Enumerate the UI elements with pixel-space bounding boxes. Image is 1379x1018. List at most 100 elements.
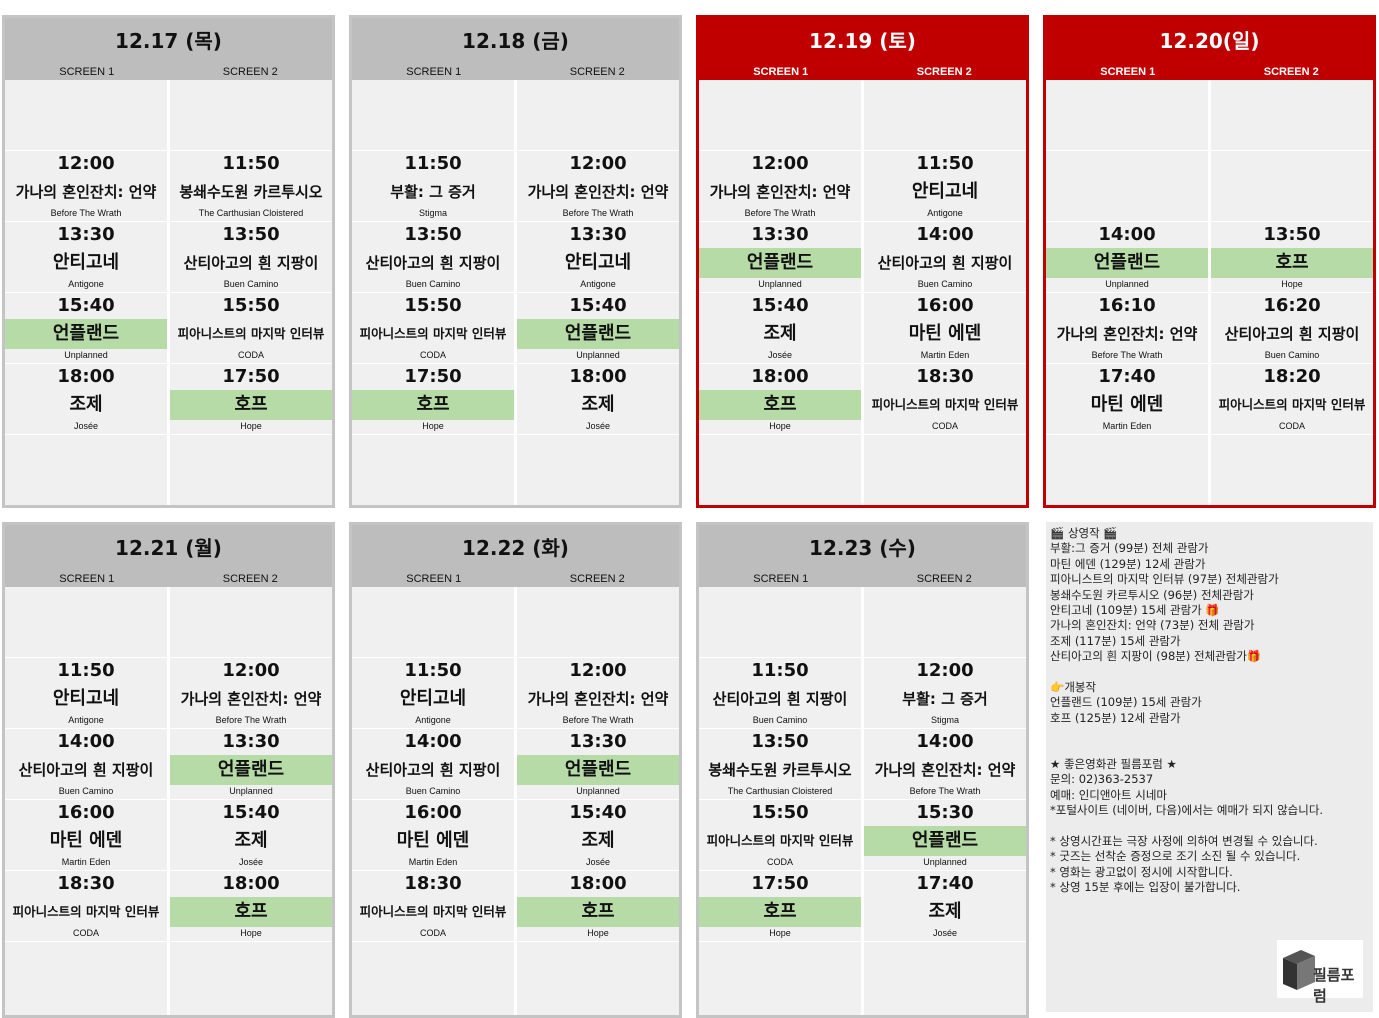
- movie-title: 산티아고의 흰 지팡이: [1224, 325, 1360, 343]
- screening-entry: 13:50 봉쇄수도원 카르투시오 The Carthusian Cloistere…: [699, 729, 861, 800]
- screening-entry: 12:00 가나의 혼인잔치: 언약 Before The Wrath: [5, 151, 167, 222]
- screening-time: 15:50: [222, 295, 280, 316]
- screening-time: 16:00: [916, 295, 974, 316]
- screening-entry: 15:40 조제 Josée: [170, 800, 332, 871]
- screening-time: 12:00: [222, 660, 280, 681]
- movie-title: 안티고네: [399, 688, 467, 709]
- info-line: 🎬 상영작 🎬: [1050, 526, 1118, 540]
- screening-time: 13:50: [222, 224, 280, 245]
- screening-time: 12:00: [916, 660, 974, 681]
- row-divider: [170, 799, 332, 800]
- row-divider: [352, 941, 514, 942]
- movie-original-title: The Carthusian Cloistered: [198, 208, 304, 218]
- movie-title: 봉쇄수도원 카르투시오: [708, 761, 852, 779]
- movie-original-title: Buen Camino: [405, 786, 461, 796]
- screening-time: 16:00: [57, 802, 115, 823]
- movie-original-title: Martin Eden: [1102, 421, 1152, 431]
- row-divider: [5, 221, 167, 222]
- screening-time: 13:30: [569, 731, 627, 752]
- info-line: [1050, 819, 1369, 834]
- row-divider: [170, 870, 332, 871]
- movie-title: 안티고네: [911, 181, 979, 202]
- screening-time: 13:50: [404, 224, 462, 245]
- row-divider: [699, 221, 861, 222]
- movie-original-title: The Carthusian Cloistered: [727, 786, 833, 796]
- screening-entry: 16:00 마틴 에덴 Martin Eden: [352, 800, 514, 871]
- info-line: 문의: 02)363-2537: [1050, 772, 1154, 787]
- screen-2-column: 11:50 봉쇄수도원 카르투시오 The Carthusian Cloistere…: [170, 80, 332, 505]
- screening-time: 15:40: [751, 295, 809, 316]
- row-divider: [1211, 434, 1373, 435]
- screening-time: 14:00: [916, 731, 974, 752]
- day-schedule: 12.20(일) SCREEN 1 SCREEN 2 14:00 언플랜드 Unplann…: [1043, 15, 1376, 508]
- row-divider: [1211, 363, 1373, 364]
- screening-time: 12:00: [569, 660, 627, 681]
- screen-1-column: 12:00 가나의 혼인잔치: 언약 Before The Wrath 13:30 언플…: [699, 80, 861, 505]
- movie-original-title: Buen Camino: [223, 279, 279, 289]
- movie-title: 조제: [69, 394, 103, 415]
- movie-title: 언플랜드: [517, 319, 679, 349]
- day-header: 12.20(일) SCREEN 1 SCREEN 2: [1046, 18, 1373, 80]
- row-divider: [517, 221, 679, 222]
- movie-title: 호프: [699, 897, 861, 927]
- row-divider: [699, 292, 861, 293]
- movie-original-title: Before The Wrath: [1091, 350, 1163, 360]
- screening-time: 16:00: [404, 802, 462, 823]
- movie-original-title: CODA: [1278, 421, 1305, 431]
- screening-entry: 13:50 산티아고의 흰 지팡이 Buen Camino: [170, 222, 332, 293]
- screening-entry: 14:00 산티아고의 흰 지팡이 Buen Camino: [352, 729, 514, 800]
- screen-2-column: 12:00 가나의 혼인잔치: 언약 Before The Wrath 13:30 안티…: [517, 80, 679, 505]
- screening-time: 13:30: [57, 224, 115, 245]
- movie-original-title: Antigone: [68, 279, 104, 289]
- movie-original-title: CODA: [931, 421, 958, 431]
- movie-original-title: Hope: [240, 421, 262, 431]
- screening-entry: 18:00 조제 Josée: [5, 364, 167, 435]
- movie-title: 산티아고의 흰 지팡이: [183, 254, 319, 272]
- screening-entry: 11:50 안티고네 Antigone: [864, 151, 1026, 222]
- row-divider: [352, 728, 514, 729]
- movie-original-title: Martin Eden: [408, 857, 458, 867]
- screening-time: 18:00: [57, 366, 115, 387]
- screening-entry: 16:10 가나의 혼인잔치: 언약 Before The Wrath: [1046, 293, 1208, 364]
- movie-title: 가나의 혼인잔치: 언약: [1056, 325, 1198, 343]
- movie-title: 마틴 에덴: [908, 323, 982, 344]
- movie-original-title: Unplanned: [923, 857, 967, 867]
- row-divider: [1046, 434, 1208, 435]
- screening-time: 17:50: [222, 366, 280, 387]
- movie-title: 가나의 혼인잔치: 언약: [180, 690, 322, 708]
- screening-time: 18:30: [57, 873, 115, 894]
- movie-original-title: Josée: [585, 857, 611, 867]
- screen-1-column: 11:50 부활: 그 증거 Stigma 13:50 산티아고의 흰 지팡이 Buen …: [352, 80, 514, 505]
- day-schedule: 12.22 (화) SCREEN 1 SCREEN 2 11:50 안티고네 Antigo…: [349, 522, 682, 1018]
- screening-entry: 14:00 산티아고의 흰 지팡이 Buen Camino: [5, 729, 167, 800]
- movie-title: 피아니스트의 마지막 인터뷰: [12, 904, 160, 919]
- row-divider: [352, 870, 514, 871]
- movie-original-title: Buen Camino: [917, 279, 973, 289]
- screening-entry: 18:00 호프 Hope: [517, 871, 679, 942]
- movie-title: 언플랜드: [170, 755, 332, 785]
- screening-time: 18:20: [1263, 366, 1321, 387]
- info-line: * 상영 15분 후에는 입장이 불가합니다.: [1050, 880, 1241, 895]
- day-date: 12.17 (목): [115, 29, 222, 53]
- movie-title: 부활: 그 증거: [902, 690, 988, 708]
- row-divider: [352, 434, 514, 435]
- day-schedule: 12.19 (토) SCREEN 1 SCREEN 2 12:00 가나의 혼인잔치: …: [696, 15, 1029, 508]
- movie-original-title: Hope: [587, 928, 609, 938]
- screening-time: 15:50: [751, 802, 809, 823]
- row-divider: [352, 657, 514, 658]
- row-divider: [352, 363, 514, 364]
- row-divider: [864, 434, 1026, 435]
- movie-original-title: Antigone: [927, 208, 963, 218]
- screen-1-label: SCREEN 1: [59, 573, 115, 585]
- movie-title: 가나의 혼인잔치: 언약: [527, 690, 669, 708]
- screening-entry: 13:30 언플랜드 Unplanned: [699, 222, 861, 293]
- info-panel: 🎬 상영작 🎬 부활:그 증거 (99분) 전체 관람가 마틴 에덴 (129분) …: [1046, 522, 1373, 1012]
- row-divider: [517, 941, 679, 942]
- screen-1-label: SCREEN 1: [59, 66, 115, 78]
- screening-time: 18:00: [222, 873, 280, 894]
- row-divider: [5, 941, 167, 942]
- movie-original-title: Unplanned: [576, 786, 620, 796]
- movie-original-title: Buen Camino: [752, 715, 808, 725]
- screening-time: 12:00: [57, 153, 115, 174]
- row-divider: [517, 434, 679, 435]
